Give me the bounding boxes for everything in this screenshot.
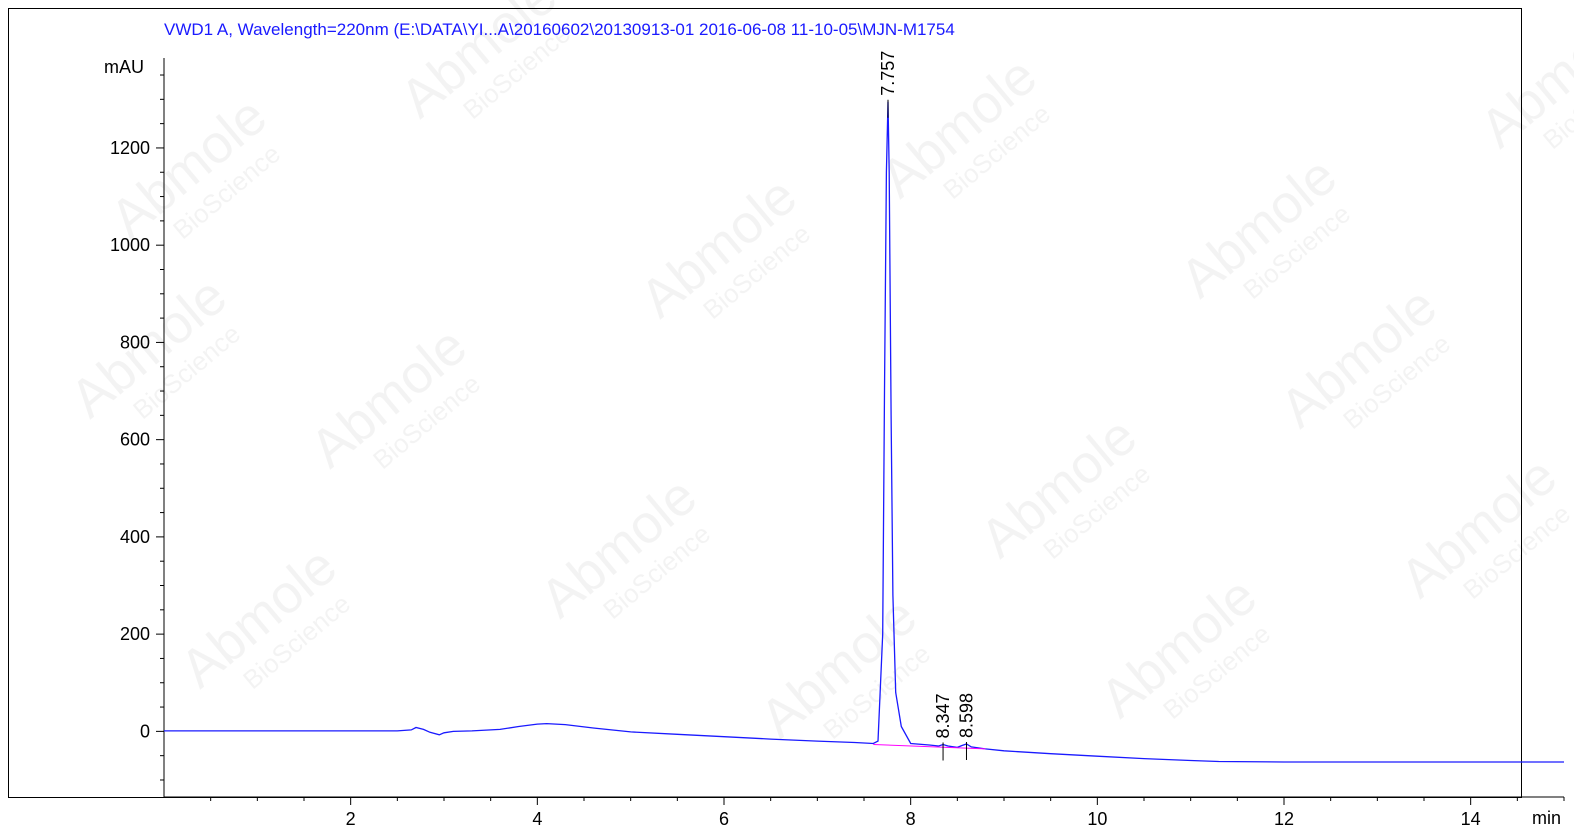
x-tick-label: 12 (1274, 809, 1294, 829)
peak-label-layer: 7.757 8.347 8.598 (878, 51, 976, 761)
watermark: AbmoleBioScience (59, 266, 246, 430)
y-tick-label: 1200 (110, 138, 150, 158)
chart-title: VWD1 A, Wavelength=220nm (E:\DATA\YI...A… (164, 20, 955, 39)
watermark: AbmoleBioScience (1169, 146, 1356, 310)
x-tick-label: 6 (719, 809, 729, 829)
peak-label: 7.757 (878, 51, 898, 96)
y-tick-label: 600 (120, 430, 150, 450)
x-axis-label: min (1532, 808, 1562, 828)
x-tick-label: 2 (346, 809, 356, 829)
watermark: AbmoleBioScience (1269, 276, 1456, 440)
watermark: AbmoleBioScience (529, 466, 716, 630)
peak-label: 8.347 (933, 693, 953, 738)
axes: 0 200 400 600 800 1000 1200 2 4 6 8 10 12 14 (110, 58, 1565, 829)
y-tick-label: 800 (120, 332, 150, 352)
peak-label: 8.598 (956, 693, 976, 738)
watermark: AbmoleBioScience (969, 406, 1156, 570)
watermark-layer: AbmoleBioScienceAbmoleBioScienceAbmoleBi… (59, 0, 1574, 749)
chromatogram-trace (164, 101, 1564, 763)
x-tick-label: 14 (1461, 809, 1481, 829)
y-tick-label: 200 (120, 624, 150, 644)
y-tick-label: 0 (140, 721, 150, 741)
watermark: AbmoleBioScience (169, 536, 356, 700)
watermark: AbmoleBioScience (869, 46, 1056, 210)
y-tick-label: 1000 (110, 235, 150, 255)
x-tick-label: 10 (1087, 809, 1107, 829)
y-axis-label: mAU (104, 57, 144, 77)
watermark: AbmoleBioScience (629, 166, 816, 330)
x-tick-label: 4 (532, 809, 542, 829)
watermark: AbmoleBioScience (1469, 0, 1574, 159)
y-tick-label: 400 (120, 527, 150, 547)
watermark: AbmoleBioScience (1389, 446, 1574, 610)
watermark: AbmoleBioScience (1089, 566, 1276, 730)
watermark: AbmoleBioScience (299, 316, 486, 480)
x-tick-label: 8 (906, 809, 916, 829)
